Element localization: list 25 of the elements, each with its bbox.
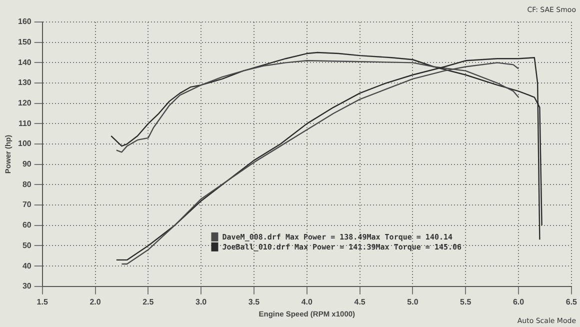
x-tick-label: 5.0 [407, 297, 419, 306]
y-tick-label: 160 [18, 17, 32, 26]
y-tick-label: 130 [18, 78, 32, 88]
y-tick-label: 70 [22, 200, 32, 210]
y-tick-label: 100 [18, 139, 32, 148]
x-tick-label: 6.0 [512, 297, 525, 306]
x-tick-label: 2.0 [90, 297, 102, 306]
y-tick-label: 120 [18, 98, 32, 108]
y-tick-label: 90 [22, 160, 32, 169]
y-tick-label: 50 [22, 240, 32, 250]
y-tick-label: 60 [22, 220, 32, 230]
x-tick-label: 4.5 [354, 297, 366, 306]
y-tick-label: 110 [18, 118, 32, 128]
y-tick-label: 30 [22, 282, 32, 291]
x-tick-label: 1.5 [36, 297, 48, 306]
y-tick-label: 150 [18, 38, 32, 47]
y-tick-label: 40 [22, 261, 32, 270]
x-tick-label: 5.5 [460, 297, 472, 306]
x-tick-label: 6.5 [566, 297, 578, 306]
x-tick-label: 3.5 [248, 297, 260, 306]
y-tick-label: 140 [18, 58, 32, 67]
x-tick-label: 4.0 [301, 297, 314, 306]
x-tick-label: 3.0 [196, 297, 208, 306]
y-tick-label: 80 [22, 180, 32, 189]
x-tick-label: 2.5 [142, 297, 154, 306]
